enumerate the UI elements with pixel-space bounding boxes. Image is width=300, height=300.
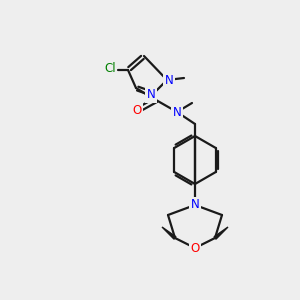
Text: O: O — [190, 242, 200, 254]
Text: O: O — [132, 103, 142, 116]
Text: N: N — [172, 106, 182, 118]
Text: N: N — [165, 74, 173, 86]
Polygon shape — [214, 227, 228, 239]
Polygon shape — [162, 227, 176, 239]
Text: N: N — [190, 199, 200, 212]
Text: O: O — [190, 242, 200, 254]
Text: N: N — [147, 88, 155, 101]
Text: N: N — [165, 74, 173, 86]
Text: N: N — [172, 106, 182, 118]
Text: Cl: Cl — [104, 61, 116, 74]
Text: N: N — [190, 199, 200, 212]
Text: N: N — [147, 88, 155, 101]
Text: Cl: Cl — [104, 61, 116, 74]
Text: O: O — [132, 103, 142, 116]
